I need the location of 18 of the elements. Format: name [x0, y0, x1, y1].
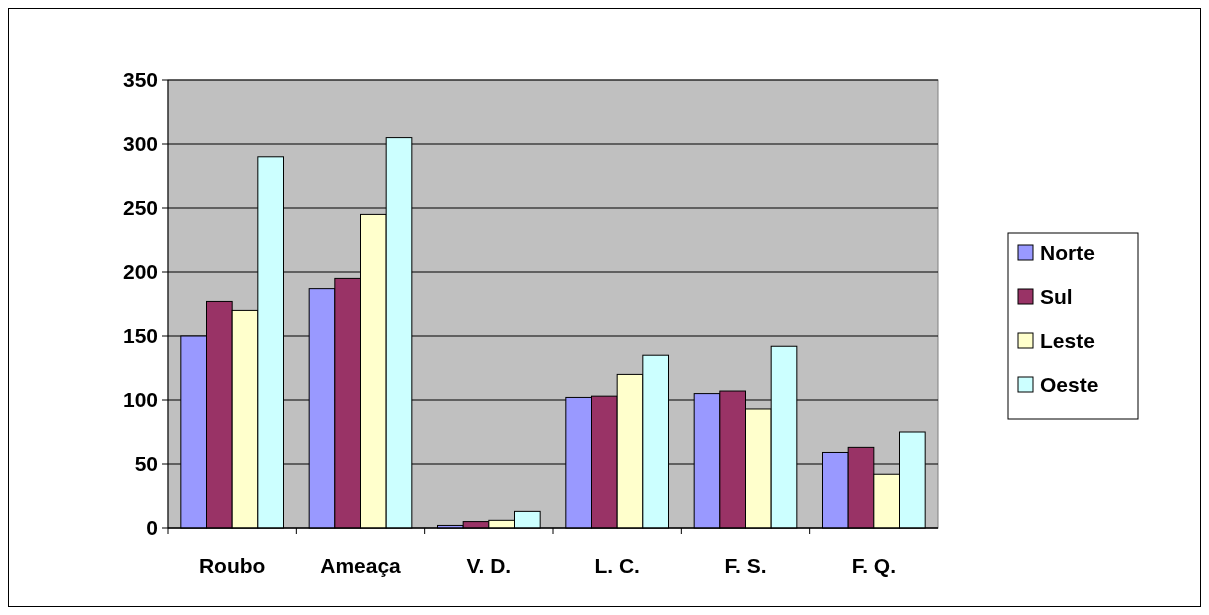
y-tick-label: 50	[134, 452, 158, 476]
x-tick-label: L. C.	[594, 554, 640, 577]
x-tick-label: F. Q.	[851, 554, 897, 577]
y-tick-label: 100	[122, 388, 158, 412]
y-tick-label: 350	[122, 68, 158, 92]
y-tick-label: 150	[122, 324, 158, 348]
x-tick-label: Ameaça	[320, 554, 402, 577]
y-tick-label: 250	[122, 196, 158, 220]
y-tick-label: 300	[122, 132, 158, 156]
legend-label: Norte	[1040, 241, 1095, 265]
legend-label: Leste	[1040, 329, 1095, 353]
legend-label: Oeste	[1040, 373, 1099, 397]
legend-label: Sul	[1040, 285, 1073, 309]
y-tick-label: 200	[122, 260, 158, 284]
x-tick-label: F. S.	[724, 554, 767, 577]
x-tick-label: V. D.	[466, 554, 512, 577]
x-tick-label: Roubo	[198, 554, 266, 577]
y-tick-label: 0	[146, 516, 158, 540]
